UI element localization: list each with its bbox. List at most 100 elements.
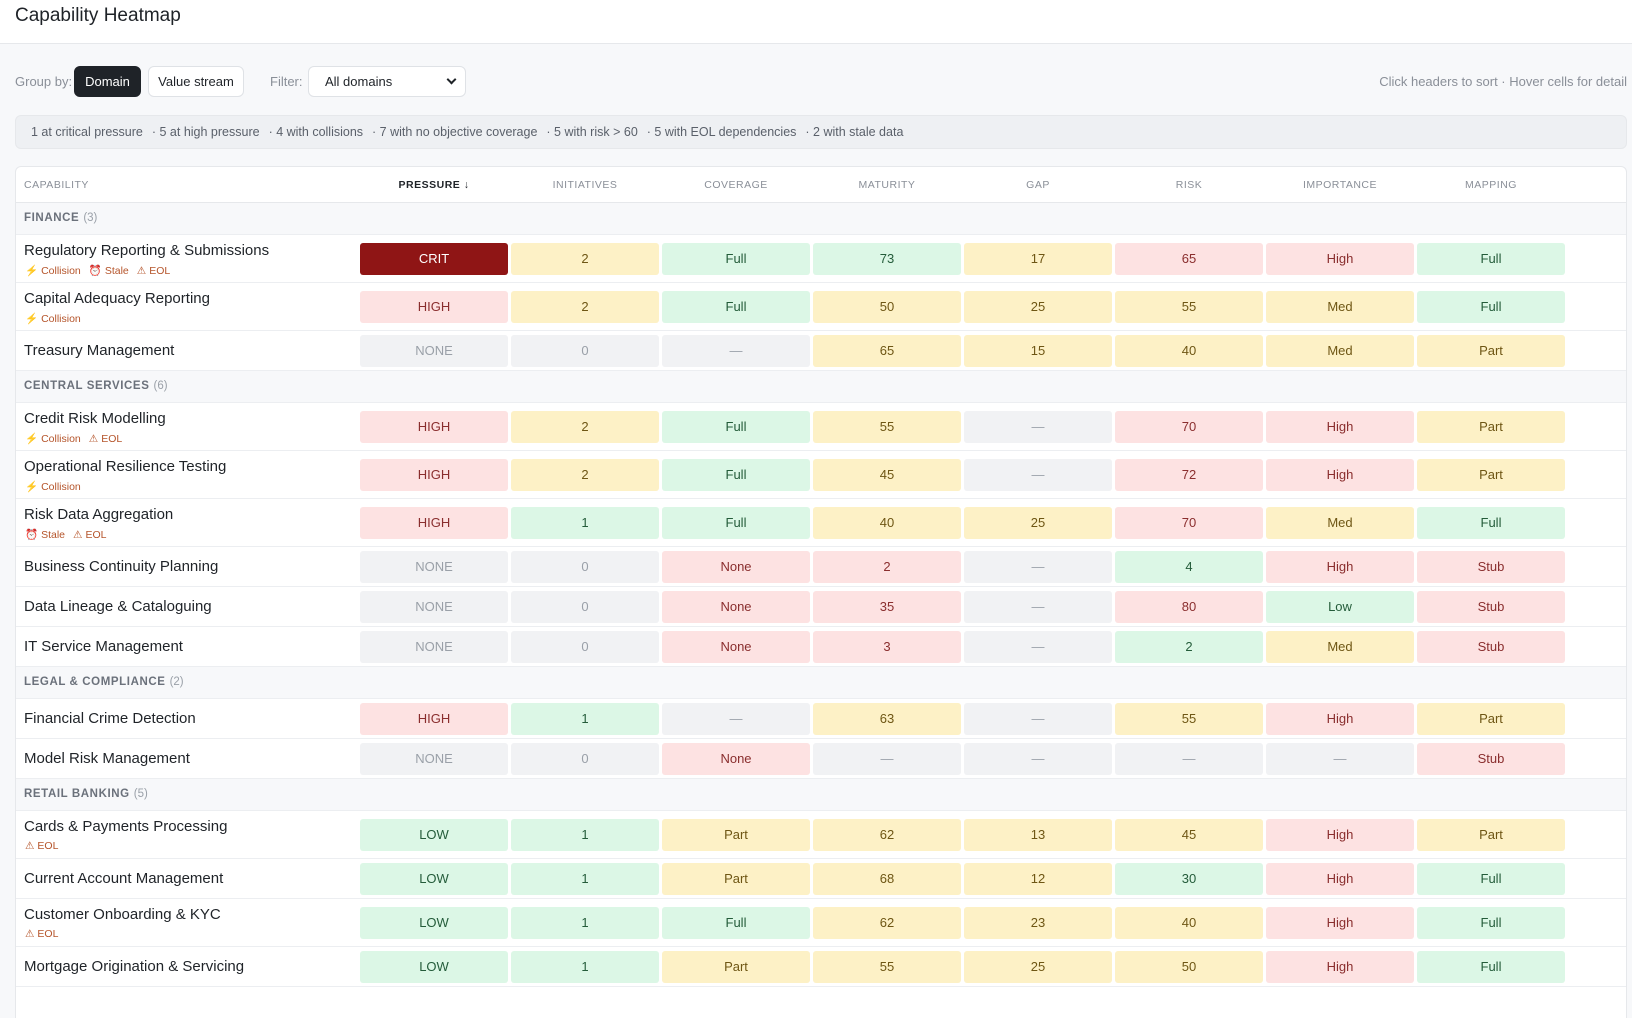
mapping-cell[interactable]: Part <box>1417 819 1565 851</box>
capability-name[interactable]: Data Lineage & Cataloguing <box>24 598 212 615</box>
gap-cell[interactable]: 13 <box>964 819 1112 851</box>
risk-cell[interactable]: 65 <box>1115 243 1263 275</box>
importance-cell[interactable]: High <box>1266 551 1414 583</box>
initiatives-cell[interactable]: 0 <box>511 335 659 367</box>
risk-cell[interactable]: 72 <box>1115 459 1263 491</box>
mapping-cell[interactable]: Full <box>1417 291 1565 323</box>
gap-cell[interactable]: — <box>964 591 1112 623</box>
coverage-cell[interactable]: Part <box>662 819 810 851</box>
importance-cell[interactable]: High <box>1266 819 1414 851</box>
mapping-cell[interactable]: Part <box>1417 411 1565 443</box>
table-row[interactable]: Cards & Payments Processing ⚠ EOL LOW 1 Part 6… <box>16 811 1626 859</box>
column-header-mapping[interactable]: MAPPING <box>1465 179 1517 191</box>
table-row[interactable]: Risk Data Aggregation ⏰ Stale ⚠ EOL HIGH 1 Full… <box>16 499 1626 547</box>
initiatives-cell[interactable]: 1 <box>511 907 659 939</box>
coverage-cell[interactable]: Full <box>662 507 810 539</box>
coverage-cell[interactable]: None <box>662 551 810 583</box>
gap-cell[interactable]: — <box>964 551 1112 583</box>
initiatives-cell[interactable]: 0 <box>511 551 659 583</box>
initiatives-cell[interactable]: 1 <box>511 703 659 735</box>
gap-cell[interactable]: — <box>964 631 1112 663</box>
pressure-cell[interactable]: LOW <box>360 951 508 983</box>
group-by-domain-button[interactable]: Domain <box>74 66 141 97</box>
importance-cell[interactable]: High <box>1266 863 1414 895</box>
coverage-cell[interactable]: — <box>662 335 810 367</box>
capability-name[interactable]: Regulatory Reporting & Submissions <box>24 242 270 259</box>
gap-cell[interactable]: 23 <box>964 907 1112 939</box>
table-row[interactable]: Model Risk Management NONE 0 None — — — — Stub <box>16 739 1626 779</box>
importance-cell[interactable]: High <box>1266 907 1414 939</box>
pressure-cell[interactable]: LOW <box>360 819 508 851</box>
importance-cell[interactable]: Med <box>1266 291 1414 323</box>
mapping-cell[interactable]: Full <box>1417 863 1565 895</box>
risk-cell[interactable]: 30 <box>1115 863 1263 895</box>
mapping-cell[interactable]: Part <box>1417 703 1565 735</box>
pressure-cell[interactable]: HIGH <box>360 507 508 539</box>
capability-name[interactable]: Operational Resilience Testing <box>24 458 227 475</box>
column-header-coverage[interactable]: COVERAGE <box>704 179 768 191</box>
table-row[interactable]: Credit Risk Modelling ⚡ Collision ⚠ EOL HIGH 2… <box>16 403 1626 451</box>
maturity-cell[interactable]: 3 <box>813 631 961 663</box>
group-by-value-stream-button[interactable]: Value stream <box>148 66 244 97</box>
table-row[interactable]: Mortgage Origination & Servicing LOW 1 Part… <box>16 947 1626 987</box>
risk-cell[interactable]: 55 <box>1115 291 1263 323</box>
pressure-cell[interactable]: HIGH <box>360 703 508 735</box>
column-header-importance[interactable]: IMPORTANCE <box>1302 179 1378 191</box>
maturity-cell[interactable]: 62 <box>813 819 961 851</box>
importance-cell[interactable]: High <box>1266 951 1414 983</box>
capability-name[interactable]: IT Service Management <box>24 638 183 655</box>
gap-cell[interactable]: 25 <box>964 291 1112 323</box>
table-row[interactable]: Treasury Management NONE 0—65 15 40 Med Part <box>16 331 1626 371</box>
capability-name[interactable]: Customer Onboarding & KYC <box>24 906 221 923</box>
maturity-cell[interactable]: 55 <box>813 951 961 983</box>
importance-cell[interactable]: High <box>1266 411 1414 443</box>
coverage-cell[interactable]: Full <box>662 907 810 939</box>
pressure-cell[interactable]: NONE <box>360 551 508 583</box>
risk-cell[interactable]: 45 <box>1115 819 1263 851</box>
pressure-cell[interactable]: LOW <box>360 863 508 895</box>
capability-name[interactable]: Model Risk Management <box>24 750 190 767</box>
table-row[interactable]: Current Account Management LOW 1 Part 68 12 30… <box>16 859 1626 899</box>
table-row[interactable]: Operational Resilience Testing ⚡ Collision… <box>16 451 1626 499</box>
mapping-cell[interactable]: Full <box>1417 507 1565 539</box>
pressure-cell[interactable]: HIGH <box>360 411 508 443</box>
table-row[interactable]: Customer Onboarding & KYC ⚠ EOL LOW 1 Full 62 2… <box>16 899 1626 947</box>
capability-name[interactable]: Treasury Management <box>24 342 175 359</box>
risk-cell[interactable]: 40 <box>1115 335 1263 367</box>
column-header-risk[interactable]: RISK <box>1175 179 1203 191</box>
maturity-cell[interactable]: 65 <box>813 335 961 367</box>
initiatives-cell[interactable]: 1 <box>511 507 659 539</box>
mapping-cell[interactable]: Full <box>1417 243 1565 275</box>
maturity-cell[interactable]: 2 <box>813 551 961 583</box>
gap-cell[interactable]: 25 <box>964 951 1112 983</box>
risk-cell[interactable]: 4 <box>1115 551 1263 583</box>
pressure-cell[interactable]: NONE <box>360 631 508 663</box>
coverage-cell[interactable]: Full <box>662 411 810 443</box>
capability-name[interactable]: Risk Data Aggregation <box>24 506 174 523</box>
table-row[interactable]: Financial Crime Detection HIGH 1—63—55 High… <box>16 699 1626 739</box>
coverage-cell[interactable]: Full <box>662 243 810 275</box>
capability-name[interactable]: Current Account Management <box>24 870 224 887</box>
risk-cell[interactable]: 2 <box>1115 631 1263 663</box>
coverage-cell[interactable]: — <box>662 703 810 735</box>
gap-cell[interactable]: — <box>964 703 1112 735</box>
maturity-cell[interactable]: 62 <box>813 907 961 939</box>
mapping-cell[interactable]: Stub <box>1417 743 1565 775</box>
importance-cell[interactable]: High <box>1266 243 1414 275</box>
pressure-cell[interactable]: NONE <box>360 335 508 367</box>
gap-cell[interactable]: 17 <box>964 243 1112 275</box>
risk-cell[interactable]: 40 <box>1115 907 1263 939</box>
pressure-cell[interactable]: HIGH <box>360 291 508 323</box>
initiatives-cell[interactable]: 2 <box>511 459 659 491</box>
table-row[interactable]: Regulatory Reporting & Submissions ⚡ Colli… <box>16 235 1626 283</box>
maturity-cell[interactable]: 45 <box>813 459 961 491</box>
mapping-cell[interactable]: Full <box>1417 907 1565 939</box>
coverage-cell[interactable]: Full <box>662 459 810 491</box>
initiatives-cell[interactable]: 0 <box>511 631 659 663</box>
coverage-cell[interactable]: None <box>662 631 810 663</box>
coverage-cell[interactable]: Part <box>662 863 810 895</box>
pressure-cell[interactable]: LOW <box>360 907 508 939</box>
importance-cell[interactable]: Med <box>1266 631 1414 663</box>
capability-name[interactable]: Business Continuity Planning <box>24 558 219 575</box>
coverage-cell[interactable]: None <box>662 591 810 623</box>
